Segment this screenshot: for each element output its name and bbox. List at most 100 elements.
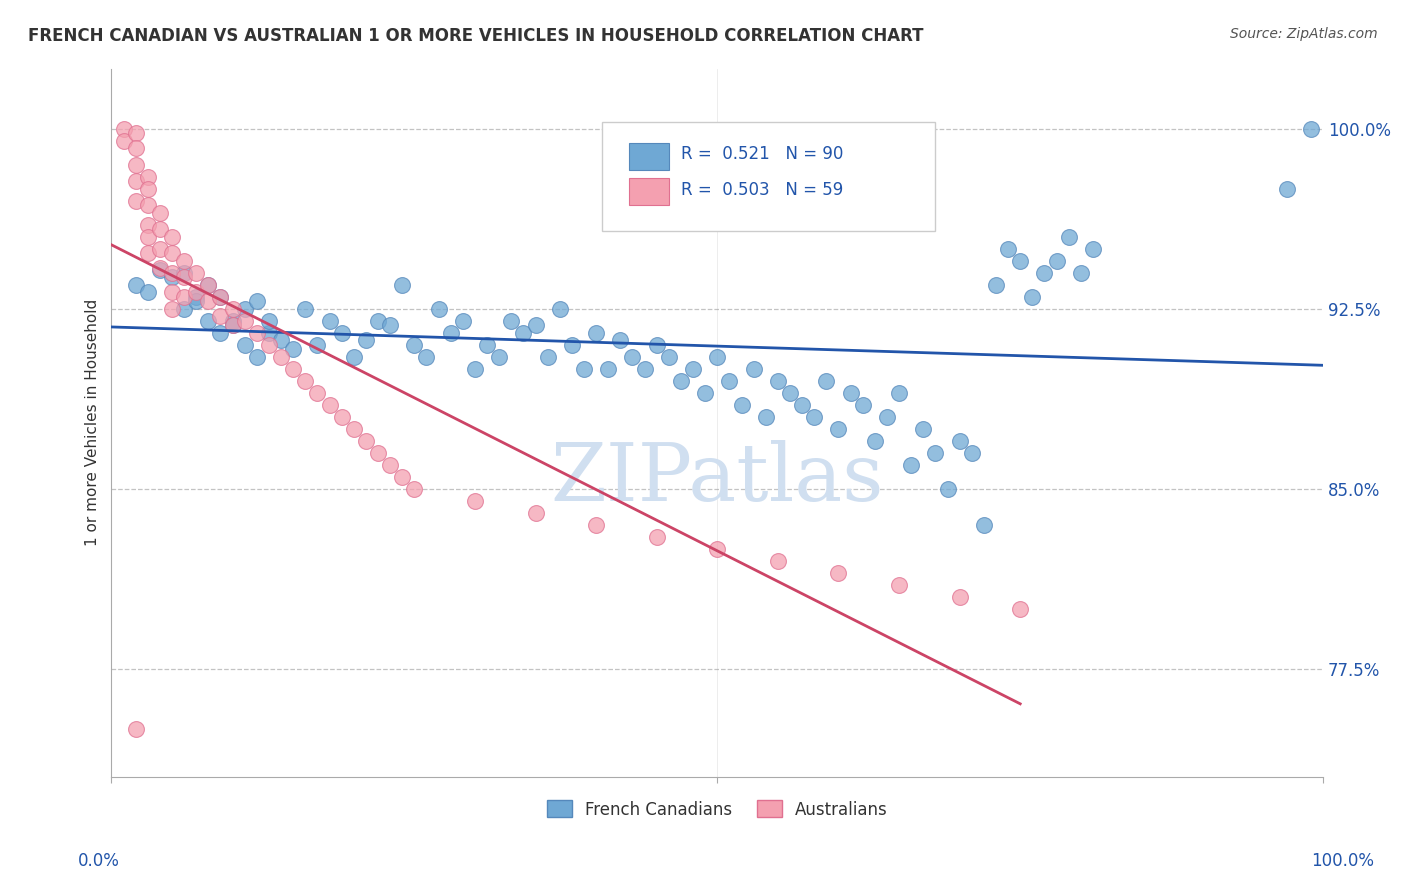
Point xyxy=(124,174,146,188)
Point xyxy=(270,350,292,364)
Point xyxy=(112,134,135,148)
Text: R =  0.521   N = 90: R = 0.521 N = 90 xyxy=(681,145,844,163)
Point xyxy=(536,350,558,364)
Point xyxy=(742,361,765,376)
Point xyxy=(1081,242,1104,256)
Point xyxy=(839,385,862,400)
Point xyxy=(524,318,547,333)
Point xyxy=(124,157,146,171)
Point xyxy=(136,229,159,244)
Point xyxy=(149,242,172,256)
Point xyxy=(149,260,172,275)
Point xyxy=(730,398,752,412)
Point xyxy=(1299,121,1322,136)
Point xyxy=(415,350,437,364)
Point xyxy=(354,333,377,347)
Point xyxy=(645,530,668,544)
Point xyxy=(391,277,413,292)
Point xyxy=(209,326,232,340)
Point xyxy=(124,722,146,736)
Point xyxy=(391,469,413,483)
Point xyxy=(682,361,704,376)
Point xyxy=(160,246,183,260)
Point xyxy=(136,181,159,195)
Point xyxy=(136,169,159,184)
Bar xyxy=(628,178,669,205)
Point xyxy=(367,446,389,460)
Point xyxy=(900,458,922,472)
Point xyxy=(718,374,741,388)
Point xyxy=(307,385,329,400)
Point xyxy=(585,517,607,532)
Point xyxy=(233,337,256,351)
Point xyxy=(621,350,644,364)
Point xyxy=(246,350,269,364)
Point xyxy=(803,409,825,424)
Point xyxy=(197,277,219,292)
Text: R =  0.503   N = 59: R = 0.503 N = 59 xyxy=(681,181,844,199)
Point xyxy=(246,326,269,340)
Point xyxy=(186,266,208,280)
Point xyxy=(779,385,801,400)
Point xyxy=(790,398,813,412)
Point xyxy=(294,301,316,316)
Point xyxy=(160,266,183,280)
Point xyxy=(343,422,366,436)
Point xyxy=(404,337,426,351)
Point xyxy=(173,270,195,285)
Point xyxy=(136,218,159,232)
Point xyxy=(124,194,146,208)
Point xyxy=(124,141,146,155)
Point xyxy=(233,301,256,316)
Point xyxy=(378,458,401,472)
Point xyxy=(572,361,595,376)
Point xyxy=(1057,229,1080,244)
Point xyxy=(173,266,195,280)
Point xyxy=(367,313,389,327)
Point xyxy=(827,422,849,436)
Point xyxy=(149,205,172,219)
Point xyxy=(404,482,426,496)
Point xyxy=(221,318,243,333)
Point xyxy=(186,290,208,304)
Point xyxy=(755,409,778,424)
Point xyxy=(440,326,463,340)
Point xyxy=(609,333,631,347)
Point xyxy=(451,313,474,327)
Point xyxy=(1010,601,1032,615)
Point xyxy=(949,434,972,448)
Point xyxy=(186,285,208,299)
Point xyxy=(257,337,280,351)
Point xyxy=(173,253,195,268)
Point xyxy=(270,333,292,347)
Point xyxy=(924,446,946,460)
Point xyxy=(548,301,571,316)
FancyBboxPatch shape xyxy=(602,121,935,231)
Point xyxy=(827,566,849,580)
Point xyxy=(1045,253,1067,268)
Point xyxy=(936,482,959,496)
Point xyxy=(887,578,910,592)
Point xyxy=(221,313,243,327)
Point xyxy=(766,554,789,568)
Text: Source: ZipAtlas.com: Source: ZipAtlas.com xyxy=(1230,27,1378,41)
Point xyxy=(354,434,377,448)
Text: ZIPatlas: ZIPatlas xyxy=(551,441,884,518)
Point xyxy=(876,409,898,424)
Bar xyxy=(628,143,669,169)
Point xyxy=(633,361,655,376)
Point xyxy=(464,493,486,508)
Point xyxy=(1070,266,1092,280)
Point xyxy=(209,309,232,323)
Point xyxy=(136,246,159,260)
Point xyxy=(863,434,886,448)
Point xyxy=(1021,290,1043,304)
Point xyxy=(246,294,269,309)
Point xyxy=(343,350,366,364)
Point xyxy=(330,326,353,340)
Point xyxy=(524,506,547,520)
Text: 100.0%: 100.0% xyxy=(1312,852,1374,870)
Point xyxy=(197,294,219,309)
Point xyxy=(209,290,232,304)
Point xyxy=(136,285,159,299)
